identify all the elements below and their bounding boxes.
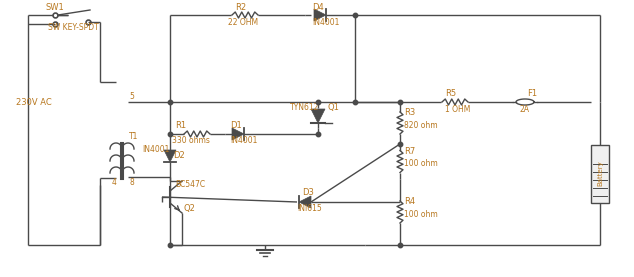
Text: R1: R1 (175, 121, 186, 130)
Text: 2A: 2A (520, 105, 530, 114)
Text: 8: 8 (130, 178, 135, 187)
Text: 330 ohms: 330 ohms (172, 136, 210, 145)
Text: D2: D2 (173, 151, 184, 160)
Text: 820 ohm: 820 ohm (404, 121, 437, 130)
Text: 100 ohm: 100 ohm (404, 210, 437, 219)
Text: T1: T1 (129, 132, 138, 141)
Text: SW1: SW1 (46, 3, 65, 12)
Text: F1: F1 (527, 89, 537, 98)
Text: D1: D1 (230, 121, 242, 130)
FancyBboxPatch shape (591, 145, 609, 202)
Text: 5: 5 (129, 92, 134, 101)
Polygon shape (164, 150, 176, 162)
Text: D4: D4 (312, 3, 324, 12)
Text: R7: R7 (404, 147, 415, 155)
Text: INI615: INI615 (297, 204, 321, 213)
Polygon shape (299, 196, 311, 208)
Polygon shape (232, 128, 244, 140)
Text: R3: R3 (404, 108, 415, 117)
Text: D3: D3 (302, 188, 314, 197)
Text: SW KEY-SPDT: SW KEY-SPDT (48, 23, 99, 32)
Text: 100 ohm: 100 ohm (404, 160, 437, 168)
Text: Q1: Q1 (327, 103, 339, 112)
Text: 230V AC: 230V AC (16, 98, 52, 107)
Text: R4: R4 (404, 197, 415, 206)
Text: 1 OHM: 1 OHM (445, 105, 470, 114)
Polygon shape (311, 109, 325, 123)
Text: 22 OHM: 22 OHM (228, 18, 258, 27)
Text: IN4001: IN4001 (230, 136, 257, 145)
Text: Battery: Battery (597, 161, 603, 186)
Text: IN4001: IN4001 (142, 145, 169, 154)
Text: IN4001: IN4001 (312, 18, 339, 27)
Text: Q2: Q2 (184, 204, 196, 213)
Text: R2: R2 (235, 3, 246, 12)
Text: R5: R5 (445, 89, 456, 98)
Text: TYN612: TYN612 (290, 103, 320, 112)
Text: 4: 4 (112, 178, 117, 187)
Text: BC547C: BC547C (175, 180, 205, 189)
Polygon shape (314, 9, 326, 21)
